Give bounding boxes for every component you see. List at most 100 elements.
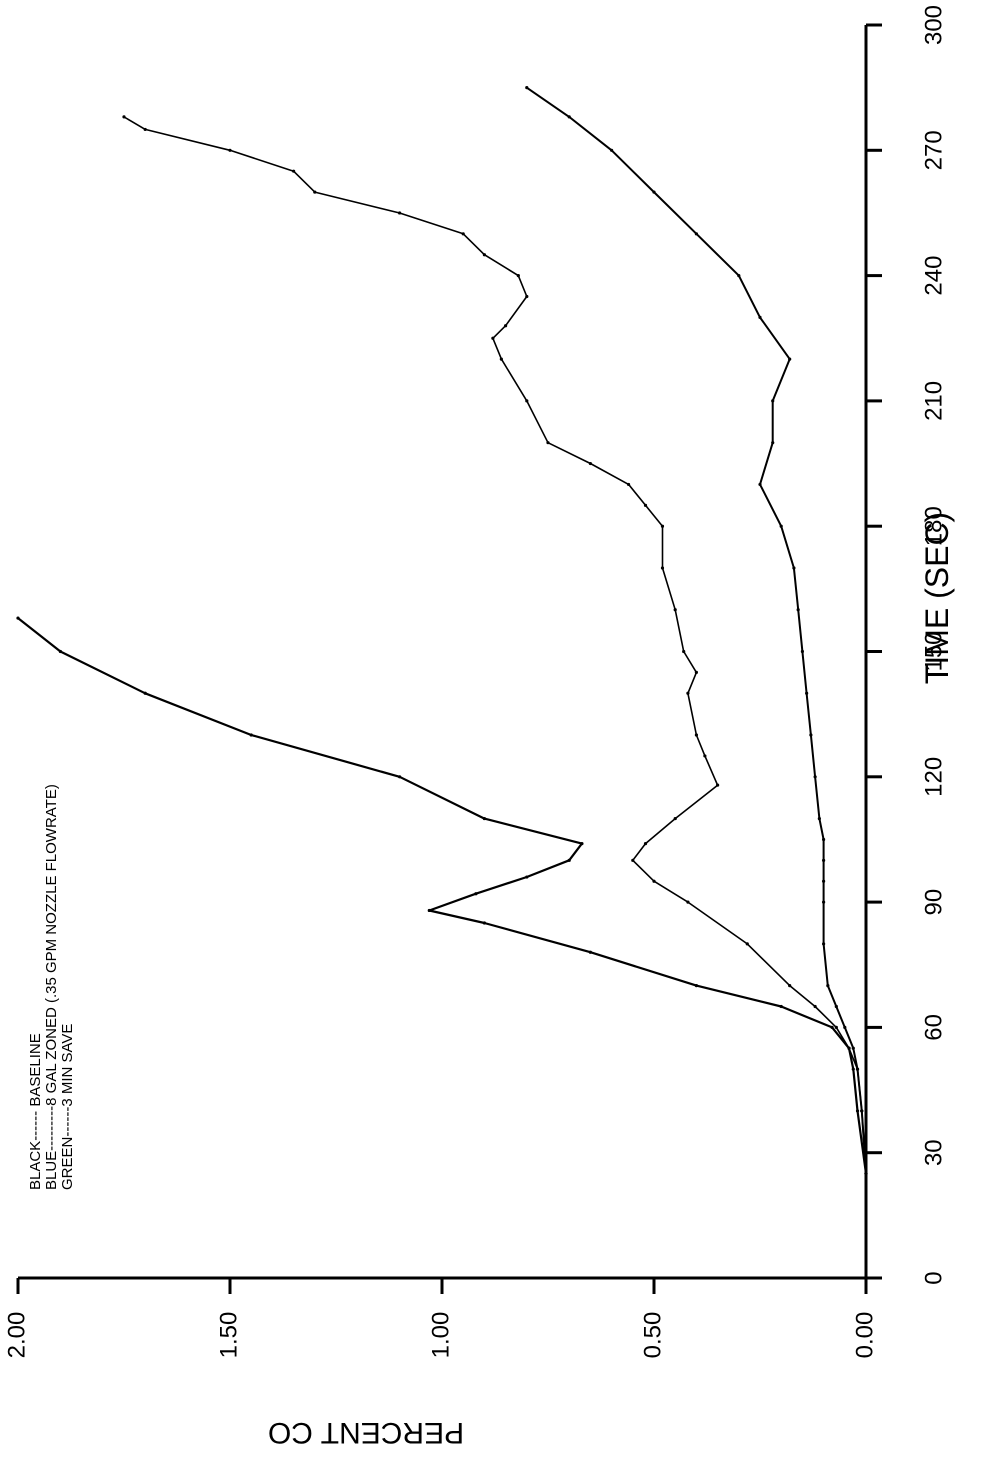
data-point-3-min-save xyxy=(805,691,809,695)
x-tick-label: 210 xyxy=(920,381,947,421)
x-tick-label: 150 xyxy=(920,631,947,671)
data-point-8-gal-zoned-35-gpm-nozzle-flowrate xyxy=(847,1046,851,1050)
data-point-baseline xyxy=(525,875,529,879)
data-point-3-min-save xyxy=(843,1025,847,1029)
data-point-3-min-save xyxy=(525,86,529,90)
data-point-3-min-save xyxy=(779,524,783,528)
data-point-8-gal-zoned-35-gpm-nozzle-flowrate xyxy=(716,783,720,787)
data-point-8-gal-zoned-35-gpm-nozzle-flowrate xyxy=(491,336,495,340)
data-point-8-gal-zoned-35-gpm-nozzle-flowrate xyxy=(788,984,792,988)
data-point-3-min-save xyxy=(826,984,830,988)
data-point-8-gal-zoned-35-gpm-nozzle-flowrate xyxy=(694,733,699,737)
data-point-8-gal-zoned-35-gpm-nozzle-flowrate xyxy=(461,232,465,236)
data-point-8-gal-zoned-35-gpm-nozzle-flowrate xyxy=(745,942,749,946)
x-tick-label: 90 xyxy=(920,889,947,916)
data-point-8-gal-zoned-35-gpm-nozzle-flowrate xyxy=(228,148,232,152)
data-point-8-gal-zoned-35-gpm-nozzle-flowrate xyxy=(546,441,550,445)
x-tick-label: 270 xyxy=(920,130,947,170)
legend: BLACK------ BASELINE BLUE---------8 GAL … xyxy=(27,784,108,1200)
data-point-3-min-save xyxy=(851,1046,855,1050)
x-tick-label: 120 xyxy=(920,757,947,797)
data-point-3-min-save xyxy=(864,1171,868,1176)
data-point-8-gal-zoned-35-gpm-nozzle-flowrate xyxy=(313,190,317,194)
data-point-8-gal-zoned-35-gpm-nozzle-flowrate xyxy=(626,482,631,487)
data-point-baseline xyxy=(249,733,253,737)
data-point-baseline xyxy=(398,775,402,779)
x-tick-label: 30 xyxy=(920,1139,947,1166)
data-point-3-min-save xyxy=(758,482,762,487)
data-point-8-gal-zoned-35-gpm-nozzle-flowrate xyxy=(686,900,690,904)
data-point-3-min-save xyxy=(567,115,571,119)
data-point-baseline xyxy=(427,908,431,913)
data-point-8-gal-zoned-35-gpm-nozzle-flowrate xyxy=(694,670,699,674)
data-point-8-gal-zoned-35-gpm-nozzle-flowrate xyxy=(703,754,707,758)
data-point-8-gal-zoned-35-gpm-nozzle-flowrate xyxy=(643,503,648,507)
data-point-8-gal-zoned-35-gpm-nozzle-flowrate xyxy=(673,608,677,612)
data-point-3-min-save xyxy=(822,879,826,883)
data-point-baseline xyxy=(58,649,63,654)
data-point-8-gal-zoned-35-gpm-nozzle-flowrate xyxy=(482,253,486,257)
data-point-3-min-save xyxy=(855,1067,860,1071)
data-point-baseline xyxy=(830,1025,834,1029)
x-tick-label: 0 xyxy=(920,1271,947,1284)
data-point-baseline xyxy=(588,950,593,954)
data-point-8-gal-zoned-35-gpm-nozzle-flowrate xyxy=(834,1025,838,1029)
data-point-3-min-save xyxy=(834,1004,838,1009)
data-point-baseline xyxy=(482,921,486,925)
data-point-8-gal-zoned-35-gpm-nozzle-flowrate xyxy=(143,127,147,132)
data-point-8-gal-zoned-35-gpm-nozzle-flowrate xyxy=(499,357,503,361)
data-point-baseline xyxy=(143,691,147,695)
data-point-8-gal-zoned-35-gpm-nozzle-flowrate xyxy=(660,566,665,570)
data-point-baseline xyxy=(482,816,486,821)
data-point-8-gal-zoned-35-gpm-nozzle-flowrate xyxy=(525,399,529,403)
y-tick-label: 0.50 xyxy=(639,1312,666,1359)
data-point-8-gal-zoned-35-gpm-nozzle-flowrate xyxy=(673,816,677,821)
data-point-8-gal-zoned-35-gpm-nozzle-flowrate xyxy=(631,858,635,862)
series-line-8-gal-zoned-35-gpm-nozzle-flowrate xyxy=(123,116,867,1174)
axes: 0 30 60 90 120 150 180 210 240 270 300 0.00 0.50 1.00… xyxy=(3,5,947,1358)
y-tick-label: 0.00 xyxy=(851,1312,878,1359)
y-tick-label: 2.00 xyxy=(3,1312,30,1359)
data-point-3-min-save xyxy=(822,858,826,862)
data-point-8-gal-zoned-35-gpm-nozzle-flowrate xyxy=(813,1004,817,1009)
data-point-3-min-save xyxy=(694,232,699,236)
data-point-8-gal-zoned-35-gpm-nozzle-flowrate xyxy=(660,524,665,528)
data-point-8-gal-zoned-35-gpm-nozzle-flowrate xyxy=(398,211,402,215)
y-tick-label: 1.00 xyxy=(427,1312,454,1359)
data-point-3-min-save xyxy=(771,399,775,403)
data-point-8-gal-zoned-35-gpm-nozzle-flowrate xyxy=(504,324,508,328)
data-point-baseline xyxy=(580,842,584,846)
data-point-8-gal-zoned-35-gpm-nozzle-flowrate xyxy=(525,294,529,299)
data-point-baseline xyxy=(474,892,478,896)
x-tick-label: 300 xyxy=(920,5,947,45)
series-line-baseline xyxy=(17,617,868,1174)
series-layer xyxy=(16,86,868,1176)
data-point-baseline xyxy=(16,616,20,620)
data-point-8-gal-zoned-35-gpm-nozzle-flowrate xyxy=(682,649,686,654)
data-point-baseline xyxy=(855,1109,860,1113)
x-tick-label: 60 xyxy=(920,1014,947,1041)
x-tick-label: 240 xyxy=(920,256,947,296)
x-axis-label: TIME (SEC) xyxy=(919,511,955,685)
data-point-8-gal-zoned-35-gpm-nozzle-flowrate xyxy=(686,691,690,695)
data-point-3-min-save xyxy=(737,274,741,278)
data-point-baseline xyxy=(851,1067,855,1071)
data-point-3-min-save xyxy=(809,733,813,737)
series-line-3-min-save xyxy=(526,86,867,1174)
data-point-3-min-save xyxy=(796,608,800,612)
data-point-8-gal-zoned-35-gpm-nozzle-flowrate xyxy=(292,169,296,173)
data-point-baseline xyxy=(567,858,571,862)
data-point-8-gal-zoned-35-gpm-nozzle-flowrate xyxy=(652,879,656,883)
data-point-8-gal-zoned-35-gpm-nozzle-flowrate xyxy=(122,115,126,119)
data-point-3-min-save xyxy=(822,900,826,904)
data-point-8-gal-zoned-35-gpm-nozzle-flowrate xyxy=(643,842,648,846)
y-axis-label: PERCENT CO xyxy=(267,1416,465,1449)
data-point-3-min-save xyxy=(860,1109,864,1113)
data-point-3-min-save xyxy=(792,566,796,570)
data-point-3-min-save xyxy=(822,837,826,842)
data-point-8-gal-zoned-35-gpm-nozzle-flowrate xyxy=(516,274,520,278)
legend-entry-8-gal-zoned: BLUE---------8 GAL ZONED (.35 GPM NOZZLE… xyxy=(43,784,60,1190)
legend-entry-3-min-save: GREEN------3 MIN SAVE xyxy=(59,1023,76,1190)
